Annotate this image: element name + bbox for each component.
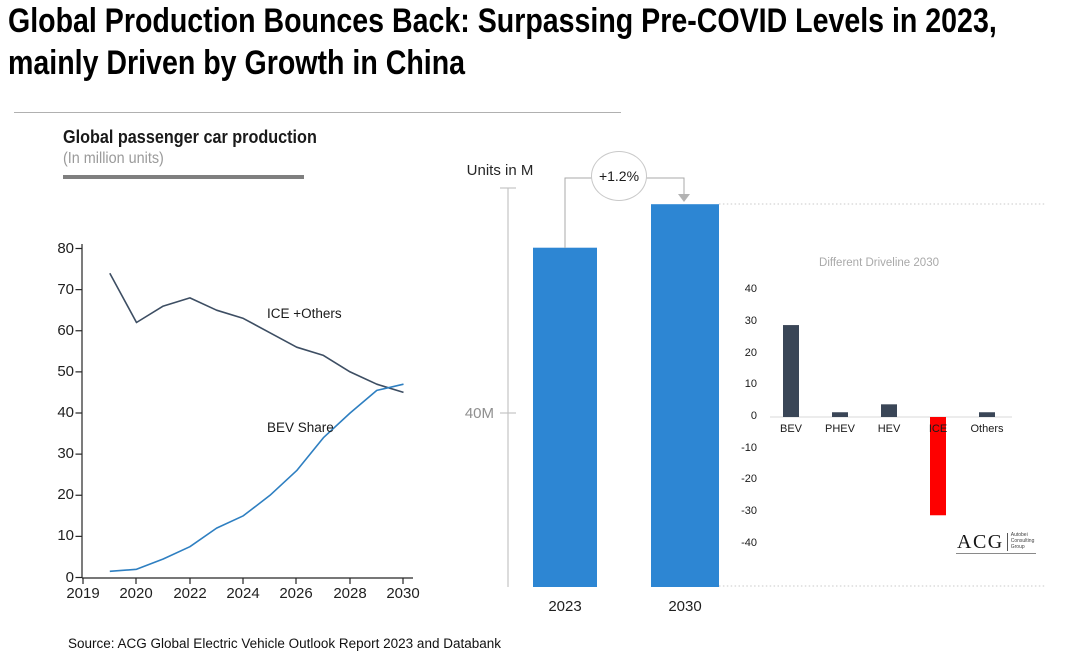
driveline-bar-bev xyxy=(783,325,799,417)
inset-chart-title: Different Driveline 2030 xyxy=(819,257,939,269)
acg-logo-name-line: Consulting xyxy=(1010,538,1035,544)
title-underline xyxy=(63,175,304,179)
left-y-tick-label: 10 xyxy=(57,527,74,545)
acg-logo-name-line: Group xyxy=(1010,544,1025,550)
inset-category-label: HEV xyxy=(877,423,901,435)
left-y-tick-label: 80 xyxy=(57,239,74,257)
inset-category-label: PHEV xyxy=(825,423,855,435)
left-x-tick-label: 2022 xyxy=(173,585,207,602)
growth-connector-right xyxy=(646,177,685,194)
left-chart-subtitle: (In million units) xyxy=(63,150,164,167)
driveline-bar-others xyxy=(979,412,995,417)
left-x-tick-label: 2028 xyxy=(333,585,367,602)
inset-y-tick-label: -20 xyxy=(741,473,757,486)
inset-y-tick-label: 0 xyxy=(750,410,757,422)
acg-logo: ACG Autobei Consulting Group xyxy=(957,532,1034,552)
acg-logo-underline xyxy=(956,553,1036,554)
left-y-tick-label: 60 xyxy=(57,321,74,339)
separator-line xyxy=(14,112,621,113)
series-label: BEV Share xyxy=(267,420,334,435)
left-x-tick-label: 2019 xyxy=(66,585,100,602)
series-line-ice-others xyxy=(109,272,404,394)
page-title-line-2: mainly Driven by Growth in China xyxy=(8,44,466,82)
inset-category-label: ICE xyxy=(928,423,948,435)
growth-connector-left xyxy=(564,177,593,248)
growth-arrowhead xyxy=(678,194,690,202)
driveline-bar-ice xyxy=(930,417,946,516)
left-y-tick-label: 20 xyxy=(57,486,74,504)
left-y-tick-label: 50 xyxy=(57,362,74,380)
left-x-tick-label: 2026 xyxy=(279,585,313,602)
inset-y-tick-label: -40 xyxy=(741,536,757,549)
acg-logo-name-line: Autobei xyxy=(1010,532,1028,538)
left-y-tick-label: 40 xyxy=(57,404,74,421)
left-x-tick-label: 2020 xyxy=(119,585,153,602)
growth-annotation-text: +1.2% xyxy=(598,168,640,184)
inset-y-tick-label: 40 xyxy=(744,283,757,296)
acg-logo-divider xyxy=(1006,533,1008,551)
units-axis-label: Units in M xyxy=(466,162,534,179)
inset-category-label: Others xyxy=(970,423,1004,435)
inset-category-label: BEV xyxy=(779,423,802,435)
series-label: ICE +Others xyxy=(267,306,342,321)
driveline-bar-phev xyxy=(832,412,848,417)
inset-y-tick-label: 20 xyxy=(744,346,757,359)
source-note: Source: ACG Global Electric Vehicle Outl… xyxy=(68,636,501,651)
left-x-tick-label: 2024 xyxy=(226,585,260,602)
total-bar-2023 xyxy=(533,247,597,587)
ref-tick-40m-label: 40M xyxy=(464,405,494,422)
left-chart-title: Global passenger car production xyxy=(63,127,317,147)
growth-annotation-circle: +1.2% xyxy=(591,151,647,201)
inset-y-tick-label: -10 xyxy=(741,441,757,454)
acg-logo-acronym: ACG xyxy=(957,531,1004,553)
left-x-tick-label: 2030 xyxy=(386,585,420,602)
total-bar-2030 xyxy=(651,204,719,587)
page-title-line-1: Global Production Bounces Back: Surpassi… xyxy=(8,2,997,40)
series-line-bev-share xyxy=(109,383,404,573)
driveline-bar-hev xyxy=(881,404,897,417)
inset-y-tick-label: 10 xyxy=(744,378,757,391)
inset-y-tick-label: -30 xyxy=(741,505,757,518)
mid-category-label: 2030 xyxy=(668,598,702,615)
left-y-tick-label: 30 xyxy=(57,445,74,463)
mid-category-label: 2023 xyxy=(548,598,582,615)
left-y-tick-label: 70 xyxy=(57,280,74,298)
inset-y-tick-label: 30 xyxy=(744,314,757,327)
left-y-tick-label: 0 xyxy=(65,568,74,586)
